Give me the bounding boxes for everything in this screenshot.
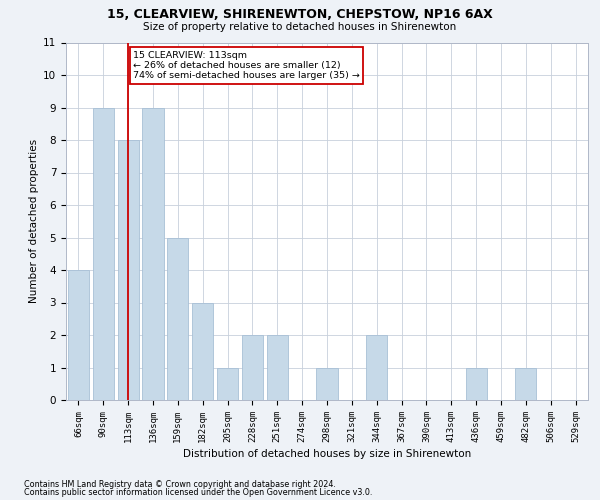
- Text: Contains HM Land Registry data © Crown copyright and database right 2024.: Contains HM Land Registry data © Crown c…: [24, 480, 336, 489]
- Bar: [466, 368, 487, 400]
- Bar: [242, 335, 263, 400]
- Text: 15 CLEARVIEW: 113sqm
← 26% of detached houses are smaller (12)
74% of semi-detac: 15 CLEARVIEW: 113sqm ← 26% of detached h…: [133, 50, 360, 80]
- Bar: [167, 238, 188, 400]
- Text: Contains public sector information licensed under the Open Government Licence v3: Contains public sector information licen…: [24, 488, 373, 497]
- Bar: [267, 335, 288, 400]
- Bar: [142, 108, 164, 400]
- Text: Size of property relative to detached houses in Shirenewton: Size of property relative to detached ho…: [143, 22, 457, 32]
- Text: 15, CLEARVIEW, SHIRENEWTON, CHEPSTOW, NP16 6AX: 15, CLEARVIEW, SHIRENEWTON, CHEPSTOW, NP…: [107, 8, 493, 20]
- Bar: [93, 108, 114, 400]
- X-axis label: Distribution of detached houses by size in Shirenewton: Distribution of detached houses by size …: [183, 449, 471, 459]
- Bar: [217, 368, 238, 400]
- Bar: [192, 302, 213, 400]
- Bar: [316, 368, 338, 400]
- Bar: [118, 140, 139, 400]
- Y-axis label: Number of detached properties: Number of detached properties: [29, 139, 39, 304]
- Bar: [515, 368, 536, 400]
- Bar: [366, 335, 387, 400]
- Bar: [68, 270, 89, 400]
